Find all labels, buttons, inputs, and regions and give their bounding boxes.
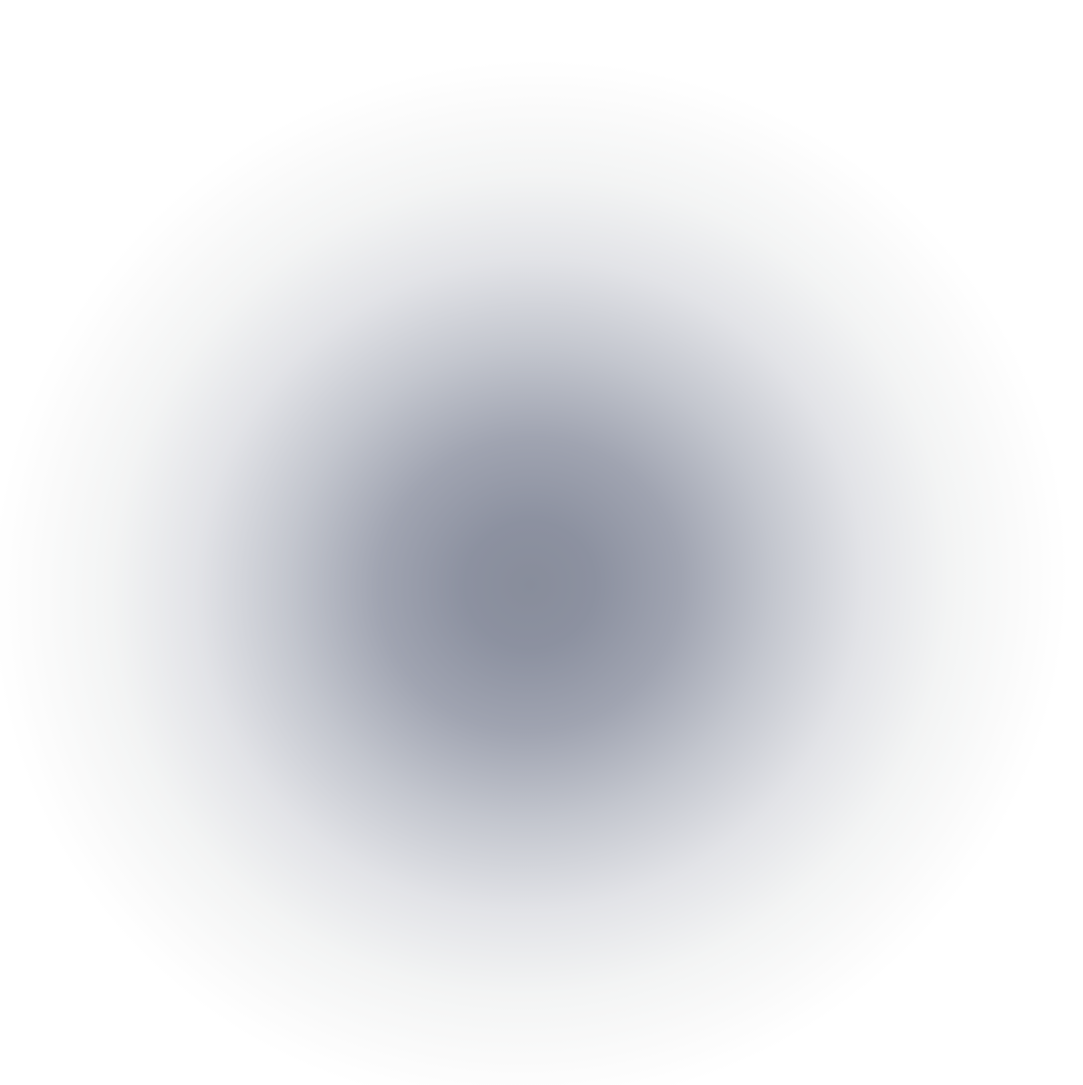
blurred-backdrop — [0, 0, 1083, 1085]
radial-glow — [0, 0, 1083, 1085]
page: (() => { const data = JSON.parse(documen… — [0, 0, 1083, 1085]
